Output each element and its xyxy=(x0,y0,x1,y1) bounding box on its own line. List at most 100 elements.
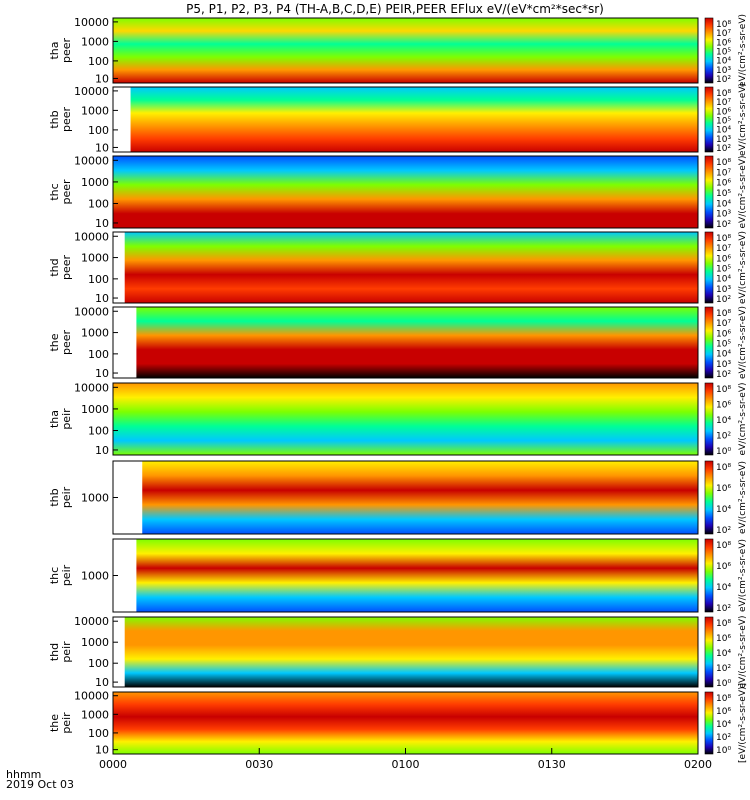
colorbar-tick-label: 10⁴ xyxy=(716,720,731,730)
y-tick-label: 10 xyxy=(95,676,109,689)
y-tick-label: 100 xyxy=(88,124,109,137)
panel-thd-peir: 10000 1000 100 10 thdpeir 10⁸ 10⁶ 10⁴ 10² 10⁰ eV/(… xyxy=(48,615,748,689)
y-axis-label: thepeer xyxy=(48,330,73,356)
y-tick-label: 10 xyxy=(95,367,109,380)
panel-tha-peir: 10000 1000 100 10 thapeir 10⁸ 10⁶ 10⁴ 10² 10⁰ eV/(… xyxy=(48,381,748,457)
y-tick-label: 10000 xyxy=(74,615,109,628)
panel-the-peer: 10000 1000 100 10 thepeer 10⁸10⁷10⁶10⁵10⁴10³1… xyxy=(48,305,748,380)
panel-frame xyxy=(112,155,699,229)
colorbar xyxy=(704,616,714,688)
date-label: 2019 Oct 03 xyxy=(6,778,75,791)
x-tick-label: 0030 xyxy=(245,758,273,771)
y-tick-label: 10 xyxy=(95,292,109,305)
colorbar-tick-label: 10⁷ xyxy=(716,244,731,254)
panel-frame xyxy=(112,86,699,153)
colorbar-tick-label: 10³ xyxy=(716,360,731,370)
colorbar xyxy=(704,86,714,153)
y-tick-label: 100 xyxy=(88,727,109,740)
colorbar-tick-label: 10⁴ xyxy=(716,199,731,209)
spectrogram-thd-peer xyxy=(124,232,698,303)
y-tick-label: 1000 xyxy=(81,252,109,265)
y-axis-label: thdpeir xyxy=(48,641,73,663)
colorbar-tick-label: 10⁷ xyxy=(716,29,731,39)
colorbar-tick-label: 10⁶ xyxy=(716,179,731,189)
colorbar xyxy=(704,17,714,84)
colorbar-tick-label: 10⁸ xyxy=(716,619,731,629)
y-tick-label: 100 xyxy=(88,198,109,211)
panel-tha-peer: 10000 1000 100 10 thapeer 10⁸10⁷10⁶10⁵10⁴10³1… xyxy=(48,14,748,87)
colorbar-tick-label: 10⁶ xyxy=(716,107,731,117)
colorbar-tick-label: 10² xyxy=(716,526,731,536)
colorbar xyxy=(704,691,714,755)
y-tick-label: 10000 xyxy=(74,305,109,318)
colorbar-tick-label: 10⁶ xyxy=(716,562,731,572)
y-tick-label: 100 xyxy=(88,425,109,438)
colorbar-tick-label: 10⁴ xyxy=(716,505,731,515)
colorbar-tick-label: 10⁸ xyxy=(716,694,731,704)
colorbar-tick-label: 10⁷ xyxy=(716,168,731,178)
colorbar-tick-label: 10⁵ xyxy=(716,340,731,350)
colorbar-unit-label: eV/(cm²-s-sr-eV) xyxy=(738,155,748,228)
colorbar-unit-label: eV/(cm²-s-sr-eV) xyxy=(738,382,748,455)
x-axis-format-label: hhmm xyxy=(6,768,42,781)
colorbar-tick-label: 10⁰ xyxy=(716,447,731,457)
colorbar xyxy=(704,382,714,456)
colorbar-tick-label: 10³ xyxy=(716,66,731,76)
spectrogram-thb-peer xyxy=(130,87,699,152)
colorbar-tick-label: 10⁶ xyxy=(716,254,731,264)
colorbar-tick-label: 10⁸ xyxy=(716,385,731,395)
colorbar-tick-label: 10² xyxy=(716,295,731,305)
y-tick-label: 10000 xyxy=(74,230,109,243)
colorbar-tick-label: 10⁶ xyxy=(716,484,731,494)
spectrogram-the-peir xyxy=(113,692,698,754)
colorbar-unit-label: eV/(cm²-s-sr-eV) xyxy=(738,14,748,87)
panel-thb-peer: 10000 1000 100 10 thbpeer 10⁸10⁷10⁶10⁵10⁴10³1… xyxy=(48,83,748,156)
colorbar-tick-label: 10⁵ xyxy=(716,117,731,127)
panel-the-peir: 10000 1000 100 10 thepeir 10⁸ 10⁶ 10⁴ 10² 10⁰ [eV/… xyxy=(48,683,748,763)
y-tick-label: 10 xyxy=(95,744,109,757)
colorbar-tick-label: 10² xyxy=(716,664,731,674)
panel-frame xyxy=(112,616,699,688)
spectrogram-tha-peir xyxy=(113,383,698,455)
colorbar-tick-label: 10⁸ xyxy=(716,158,731,168)
y-tick-label: 10000 xyxy=(74,381,109,394)
colorbar-unit-label: [eV/(cm²-s-sr-eV)] xyxy=(738,683,748,763)
colorbar-tick-label: 10⁴ xyxy=(716,57,731,67)
colorbar-tick-label: 10⁸ xyxy=(716,234,731,244)
colorbar-tick-label: 10⁴ xyxy=(716,649,731,659)
y-tick-label: 1000 xyxy=(81,35,109,48)
colorbar-tick-label: 10⁶ xyxy=(716,38,731,48)
colorbar-tick-label: 10⁴ xyxy=(716,126,731,136)
y-tick-label: 100 xyxy=(88,657,109,670)
colorbar-unit-label: eV/(cm²-s-sr-eV) xyxy=(738,539,748,612)
colorbar-tick-label: 10⁷ xyxy=(716,98,731,108)
y-axis-label: thbpeir xyxy=(48,486,73,508)
colorbar xyxy=(704,538,714,613)
x-tick-label: 0000 xyxy=(99,758,127,771)
colorbar xyxy=(704,231,714,304)
y-tick-label: 100 xyxy=(88,348,109,361)
y-tick-label: 10 xyxy=(95,217,109,230)
colorbar-tick-label: 10⁸ xyxy=(716,20,731,30)
x-tick-label: 0200 xyxy=(684,758,712,771)
colorbar-tick-label: 10³ xyxy=(716,135,731,145)
spectrogram-thc-peir xyxy=(136,539,698,612)
colorbar-tick-label: 10² xyxy=(716,733,731,743)
y-tick-label: 10 xyxy=(95,72,109,85)
colorbar-tick-label: 10⁰ xyxy=(716,746,731,756)
colorbar-tick-label: 10⁸ xyxy=(716,309,731,319)
spectrogram-tha-peer xyxy=(113,18,698,83)
y-axis-label: thbpeer xyxy=(48,107,73,133)
y-tick-label: 10000 xyxy=(74,690,109,703)
colorbar-tick-label: 10⁴ xyxy=(716,416,731,426)
colorbar-tick-label: 10⁶ xyxy=(716,329,731,339)
colorbar-unit-label: eV/(cm²-s-sr-eV) xyxy=(738,306,748,379)
y-axis-label: thdpeer xyxy=(48,255,73,281)
colorbar-tick-label: 10⁵ xyxy=(716,265,731,275)
colorbar-tick-label: 10³ xyxy=(716,285,731,295)
colorbar-unit-label: eV/(cm²-s-sr-eV) xyxy=(738,231,748,304)
y-tick-label: 1000 xyxy=(81,327,109,340)
colorbar-tick-label: 10⁶ xyxy=(716,707,731,717)
colorbar-tick-label: 10⁸ xyxy=(716,541,731,551)
colorbar-unit-label: eV/(cm²-s-sr-eV) xyxy=(738,615,748,688)
